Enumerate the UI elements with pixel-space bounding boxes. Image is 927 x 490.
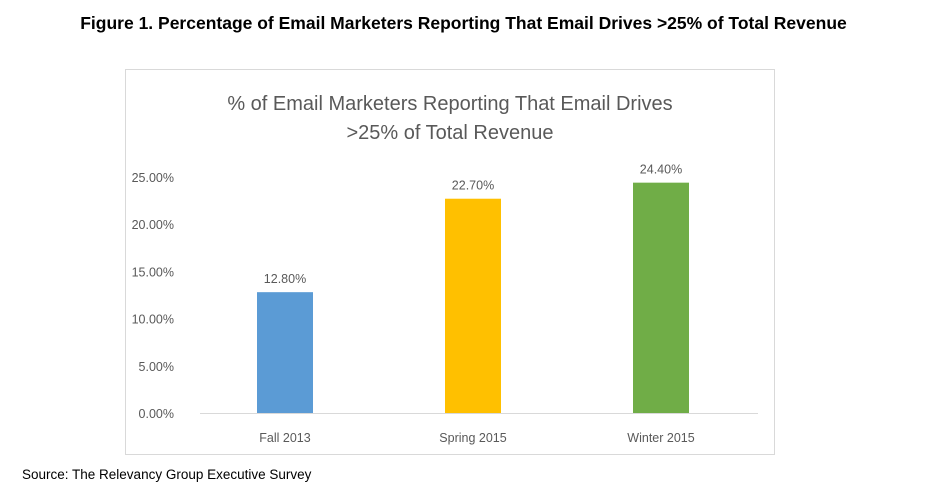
chart-title-line: % of Email Marketers Reporting That Emai… — [227, 93, 672, 115]
x-tick-label: Spring 2015 — [439, 431, 506, 445]
y-tick-label: 20.00% — [132, 218, 174, 232]
data-label: 22.70% — [452, 179, 494, 193]
source-note: Source: The Relevancy Group Executive Su… — [22, 467, 312, 482]
x-tick-label: Fall 2013 — [259, 431, 310, 445]
bar — [445, 198, 501, 413]
chart-frame — [125, 69, 775, 455]
y-tick-label: 25.00% — [132, 171, 174, 185]
data-label: 12.80% — [264, 272, 306, 286]
bar — [257, 292, 313, 413]
figure-title: Figure 1. Percentage of Email Marketers … — [80, 13, 847, 33]
chart-title-line: >25% of Total Revenue — [346, 122, 553, 144]
y-tick-label: 10.00% — [132, 313, 174, 327]
bar — [633, 182, 689, 413]
data-label: 24.40% — [640, 163, 682, 177]
x-tick-label: Winter 2015 — [627, 431, 694, 445]
y-tick-label: 0.00% — [139, 407, 174, 421]
y-tick-label: 5.00% — [139, 360, 174, 374]
y-tick-label: 15.00% — [132, 265, 174, 279]
